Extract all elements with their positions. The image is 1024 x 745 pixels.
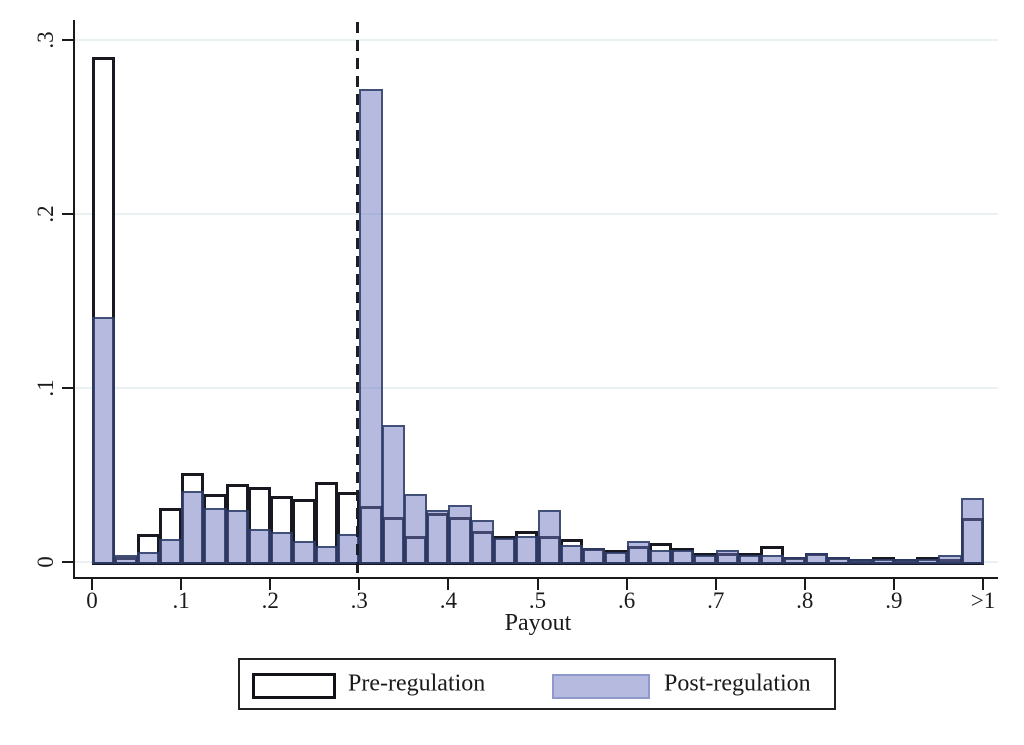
legend-label-post-regulation: Post-regulation <box>664 670 811 697</box>
histogram-bar-post <box>537 510 561 564</box>
x-tick <box>892 578 895 590</box>
histogram-bar-post <box>158 539 183 564</box>
legend-box: Pre-regulation Post-regulation <box>238 658 836 710</box>
histogram-bar-post <box>849 559 873 564</box>
y-tick-label: .2 <box>33 205 58 223</box>
histogram-bar-post <box>92 317 116 564</box>
y-tick-label: .1 <box>33 379 58 397</box>
histogram-bar-post <box>715 550 739 564</box>
y-tick-label: 0 <box>33 556 58 568</box>
x-axis-line <box>73 577 998 579</box>
x-tick <box>447 578 450 590</box>
legend-swatch-post-regulation <box>552 674 650 699</box>
histogram-bar-post <box>916 559 940 564</box>
histogram-bar-post <box>426 510 450 564</box>
histogram-bar-post <box>648 550 673 564</box>
y-tick <box>62 561 74 563</box>
x-tick-label: 0 <box>86 588 98 613</box>
histogram-bar-post <box>960 498 984 564</box>
x-tick-label: .4 <box>439 588 458 613</box>
x-tick <box>714 578 717 590</box>
histogram-bar-post <box>671 550 695 564</box>
histogram-bar-post <box>292 541 316 564</box>
x-tick-label: .7 <box>707 588 725 613</box>
x-tick <box>625 578 628 590</box>
histogram-bar-post <box>203 508 227 564</box>
histogram-bar-post <box>737 555 762 564</box>
x-tick <box>180 578 183 590</box>
histogram-bar-post <box>181 491 205 564</box>
histogram-bar-post <box>804 553 829 564</box>
y-tick-label: .3 <box>33 31 58 49</box>
gridline-y-0.2 <box>75 213 998 215</box>
x-tick <box>269 578 272 590</box>
histogram-bar-post <box>827 557 851 564</box>
histogram-bar-post <box>893 559 918 564</box>
histogram-bar-post <box>871 559 895 564</box>
histogram-bar-post <box>136 552 160 564</box>
histogram-bar-post <box>470 520 494 564</box>
histogram-bar-post <box>359 89 383 564</box>
y-tick <box>62 39 74 41</box>
x-tick <box>982 578 984 590</box>
histogram-bar-post <box>559 545 584 564</box>
histogram-bar-post <box>381 425 405 564</box>
x-tick-label: .2 <box>261 588 279 613</box>
gridline-y-0.3 <box>75 39 998 41</box>
histogram-bar-post <box>114 555 138 564</box>
histogram-bar-post <box>582 548 606 564</box>
histogram-bar-post <box>782 557 806 564</box>
x-tick-label: .1 <box>172 588 190 613</box>
reference-vline-0.3 <box>356 22 359 578</box>
gridline-y-0.1 <box>75 387 998 389</box>
histogram-bar-post <box>314 546 339 564</box>
x-tick <box>803 578 806 590</box>
x-axis-title: Payout <box>504 610 572 636</box>
y-tick <box>62 387 74 389</box>
histogram-bar-post <box>515 536 539 564</box>
histogram-bar-post <box>403 494 428 564</box>
histogram-bar-post <box>448 505 472 564</box>
histogram-bar-post <box>247 529 272 564</box>
histogram-bar-post <box>626 541 650 564</box>
x-tick-label: .5 <box>528 588 547 613</box>
histogram-bar-post <box>225 510 249 564</box>
legend-swatch-pre-regulation <box>252 673 336 699</box>
x-tick <box>91 578 93 590</box>
histogram-bar-post <box>492 538 517 564</box>
x-tick <box>358 578 361 590</box>
x-tick <box>536 578 539 590</box>
x-tick-label: .8 <box>796 588 814 613</box>
histogram-bar-post <box>604 552 628 564</box>
x-tick-label: >1 <box>970 588 996 613</box>
x-tick-label: .6 <box>617 588 636 613</box>
histogram-bar-post <box>938 555 962 564</box>
histogram-bar-post <box>760 555 784 564</box>
x-tick-label: .9 <box>885 588 903 613</box>
histogram-bar-post <box>693 555 717 564</box>
legend-label-pre-regulation: Pre-regulation <box>348 670 486 697</box>
y-tick <box>62 213 74 215</box>
y-axis-line <box>73 20 75 578</box>
histogram-bar-post <box>270 532 294 564</box>
histogram-bar-post <box>337 534 361 564</box>
x-tick-label: .3 <box>350 588 368 613</box>
